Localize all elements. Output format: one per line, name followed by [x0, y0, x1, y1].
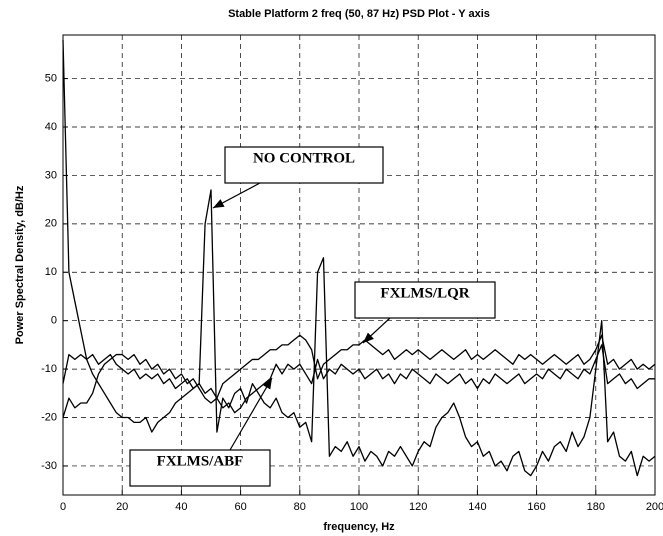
- x-tick-label: 20: [116, 501, 128, 513]
- series-line: [62, 334, 656, 399]
- y-tick-label: 20: [45, 218, 57, 230]
- plot-frame: [62, 34, 656, 496]
- y-tick-label: 40: [45, 121, 57, 133]
- x-tick-label: 80: [294, 501, 306, 513]
- annotation-label: NO CONTROL: [253, 150, 355, 166]
- annotation-box: [129, 449, 271, 487]
- annotation-arrow: [229, 377, 273, 451]
- x-tick-label: 0: [60, 501, 66, 513]
- chart-title: Stable Platform 2 freq (50, 87 Hz) PSD P…: [228, 8, 490, 20]
- x-tick-label: 140: [468, 501, 486, 513]
- y-tick-label: 0: [51, 315, 57, 327]
- x-tick-label: 40: [175, 501, 187, 513]
- y-tick-label: -30: [41, 460, 57, 472]
- annotation-box: [224, 146, 384, 184]
- x-tick-label: 100: [350, 501, 368, 513]
- x-tick-label: 180: [587, 501, 605, 513]
- series-line: [62, 344, 655, 418]
- annotation-label: FXLMS/LQR: [380, 285, 469, 301]
- annotation-arrow: [212, 182, 261, 209]
- annotation-box: [354, 281, 496, 319]
- annotation-label: FXLMS/ABF: [157, 453, 244, 469]
- annotation-arrow: [362, 317, 391, 344]
- series-line: [62, 39, 656, 477]
- x-tick-label: 120: [409, 501, 427, 513]
- y-axis-label: Power Spectral Density, dB/Hz: [14, 185, 26, 344]
- y-tick-label: -10: [41, 363, 57, 375]
- x-axis-label: frequency, Hz: [323, 521, 395, 533]
- y-tick-label: 30: [45, 169, 57, 181]
- x-tick-label: 200: [646, 501, 663, 513]
- x-tick-label: 60: [234, 501, 246, 513]
- y-tick-label: 50: [45, 72, 57, 84]
- x-tick-label: 160: [527, 501, 545, 513]
- y-tick-label: 10: [45, 266, 57, 278]
- y-tick-label: -20: [41, 411, 57, 423]
